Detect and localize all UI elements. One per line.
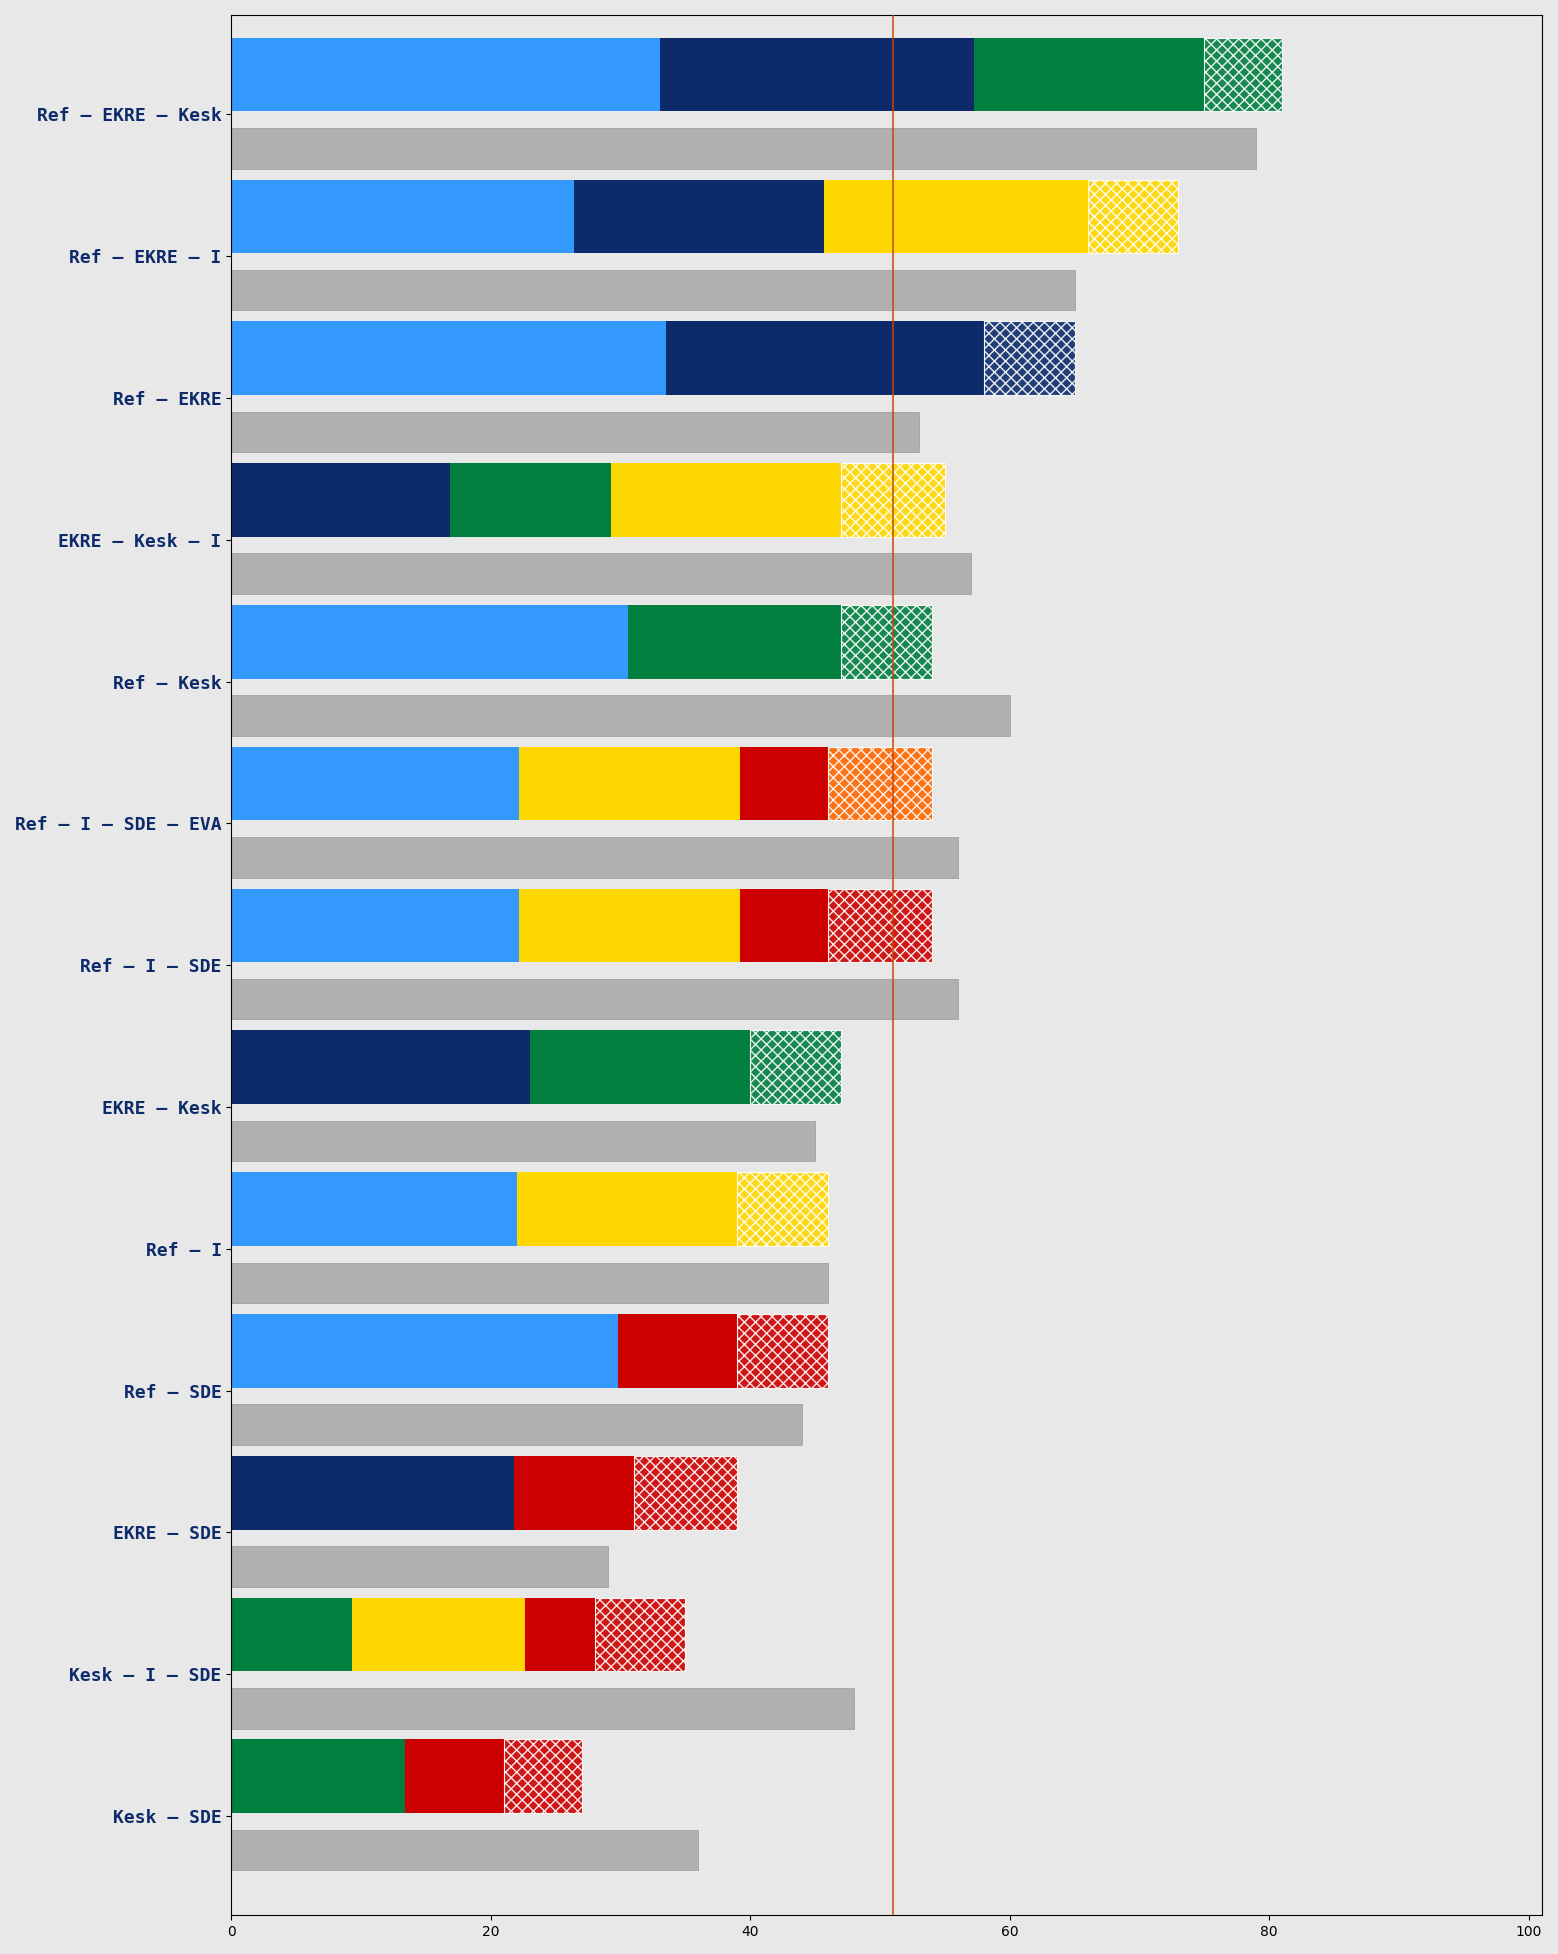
Bar [519, 889, 740, 961]
Bar [352, 1598, 525, 1671]
Bar [231, 1688, 854, 1729]
Bar [231, 1262, 829, 1303]
Bar [503, 1739, 581, 1813]
Bar [751, 1030, 841, 1104]
Bar [573, 180, 824, 254]
Bar [841, 606, 932, 678]
Bar [737, 1313, 829, 1387]
Bar [628, 606, 841, 678]
Bar [231, 1739, 405, 1813]
Bar [974, 37, 1204, 111]
Bar [405, 1739, 503, 1813]
Bar [525, 1598, 595, 1671]
Bar [829, 746, 932, 821]
Bar [231, 320, 667, 395]
Bar [740, 746, 829, 821]
Bar [514, 1456, 634, 1530]
Bar [740, 889, 829, 961]
Bar [231, 1598, 352, 1671]
Bar [517, 1172, 737, 1247]
Bar [519, 746, 740, 821]
Bar [231, 463, 450, 537]
Bar [231, 270, 1075, 311]
Bar [231, 1030, 530, 1104]
Bar [231, 979, 958, 1020]
Bar [667, 320, 983, 395]
Bar [595, 1598, 686, 1671]
Bar [450, 463, 611, 537]
Bar [1204, 37, 1282, 111]
Bar [1087, 180, 1178, 254]
Bar [231, 836, 958, 877]
Bar [231, 129, 1256, 168]
Bar [231, 1313, 619, 1387]
Bar [231, 1172, 517, 1247]
Bar [829, 889, 932, 961]
Bar [824, 180, 1087, 254]
Bar [231, 553, 971, 594]
Bar [231, 1122, 815, 1161]
Bar [231, 412, 919, 451]
Bar [231, 1405, 802, 1444]
Bar [231, 746, 519, 821]
Bar [231, 1829, 698, 1870]
Bar [634, 1456, 737, 1530]
Bar [231, 889, 519, 961]
Bar [231, 180, 573, 254]
Bar [611, 463, 841, 537]
Bar [231, 606, 628, 678]
Bar [841, 463, 946, 537]
Bar [661, 37, 974, 111]
Bar [231, 37, 661, 111]
Bar [231, 696, 1010, 737]
Bar [231, 1546, 608, 1587]
Bar [619, 1313, 737, 1387]
Bar [737, 1172, 829, 1247]
Bar [231, 1456, 514, 1530]
Bar [983, 320, 1075, 395]
Bar [530, 1030, 751, 1104]
